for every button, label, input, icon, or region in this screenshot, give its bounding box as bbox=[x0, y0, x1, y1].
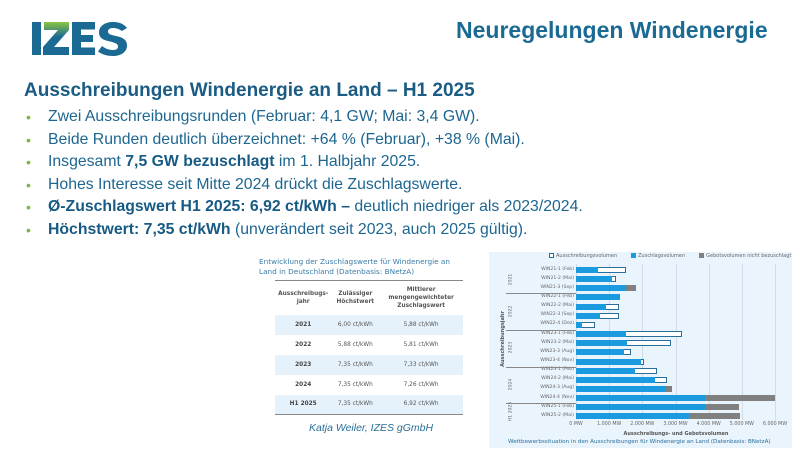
group-separator bbox=[506, 366, 576, 368]
category-label: WIN21-3 (Sep) bbox=[540, 284, 574, 290]
bar-zuschlag bbox=[576, 340, 628, 347]
table-row: 2023 7,35 ct/kWh 7,33 ct/kWh bbox=[275, 354, 463, 375]
category-label: WIN24-2 (Mai) bbox=[541, 376, 574, 382]
bullet-icon: • bbox=[26, 131, 31, 148]
group-label: 2022 bbox=[508, 305, 514, 318]
author-credit: Katja Weiler, IZES gGmbH bbox=[309, 422, 434, 434]
gridline bbox=[675, 264, 677, 420]
bullet-icon: • bbox=[26, 176, 31, 193]
x-tick-label: 6.000 MW bbox=[762, 422, 788, 427]
legend-item: Gebotsvolumen nicht bezuschlagt bbox=[699, 253, 791, 259]
category-label: WIN21-2 (Mai) bbox=[541, 275, 574, 281]
legend-swatch-zuschlag bbox=[631, 253, 637, 258]
category-label: WIN23-2 (Mai) bbox=[541, 339, 574, 345]
table-row: H1 2025 7,35 ct/kWh 6,92 ct/kWh bbox=[275, 394, 463, 415]
bar-zuschlag bbox=[576, 376, 655, 383]
x-tick-label: 3.000 MW bbox=[663, 422, 688, 427]
category-label: WIN22-3 (Sep) bbox=[540, 312, 574, 318]
x-tick-label: 1.000 MW bbox=[597, 422, 622, 427]
bar-zuschlag bbox=[576, 395, 706, 402]
column-header: Ausschreibugs-jahr bbox=[278, 290, 329, 305]
bullet-item: • Hohes Interesse seit Mitte 2024 drückt … bbox=[24, 174, 583, 197]
bar-zuschlag bbox=[576, 276, 613, 283]
bullet-icon: • bbox=[26, 221, 31, 238]
group-separator bbox=[506, 330, 576, 332]
group-label: 2024 bbox=[508, 378, 514, 391]
bar-zuschlag bbox=[576, 404, 706, 411]
bullet-icon: • bbox=[26, 199, 31, 215]
category-label: WIN24-4 (Nov) bbox=[540, 394, 574, 400]
bar-nicht-bezuschlagt bbox=[688, 413, 741, 420]
bar-nicht-bezuschlagt bbox=[705, 404, 739, 411]
legend-swatch-nicht-bezuschlagt bbox=[699, 253, 705, 258]
bullet-item: • Zwei Ausschreibungsrunden (Februar: 4,1… bbox=[24, 106, 583, 129]
bar-zuschlag bbox=[576, 303, 606, 310]
category-label: WIN21-1 (Feb) bbox=[541, 266, 574, 272]
gridline bbox=[775, 264, 776, 420]
category-label: WIN25-1 (Feb) bbox=[541, 403, 574, 409]
column-header: Zulässiger Höchstwert bbox=[336, 290, 375, 305]
bullet-list: • Zwei Ausschreibungsrunden (Februar: 4,1… bbox=[24, 106, 583, 241]
bar-zuschlag bbox=[576, 367, 636, 374]
izes-logo bbox=[32, 22, 127, 56]
bullet-item: • Ø-Zuschlagswert H1 2025: 6,92 ct/kWh – … bbox=[24, 196, 583, 219]
category-label: WIN22-4 (Dez) bbox=[540, 321, 574, 327]
legend-swatch-ausschreibung bbox=[549, 253, 554, 258]
x-tick-label: 5.000 MW bbox=[729, 422, 754, 427]
bullet-item: • Beide Runden deutlich überzeichnet: +64… bbox=[24, 129, 583, 152]
category-label: WIN24-3 (Aug) bbox=[540, 385, 574, 391]
bar-zuschlag bbox=[576, 385, 666, 392]
table-row: 2024 7,35 ct/kWh 7,26 ct/kWh bbox=[295, 381, 439, 388]
bar-nicht-bezuschlagt bbox=[625, 285, 636, 292]
bullet-item: • Höchstwert: 7,35 ct/kWh (unverändert se… bbox=[24, 219, 583, 242]
legend-item: Ausschreibungsvolumen bbox=[549, 253, 617, 259]
table-row: 2022 5,88 ct/kWh 5,81 ct/kWh bbox=[295, 341, 439, 348]
bar-zuschlag bbox=[576, 349, 625, 356]
group-label: 2023 bbox=[508, 342, 514, 354]
bullet-icon: • bbox=[26, 154, 31, 170]
x-tick-label: 0 MW bbox=[569, 422, 583, 427]
x-tick-label: 2.000 MW bbox=[630, 422, 655, 427]
gridline bbox=[741, 264, 743, 420]
chart-legend: Ausschreibungsvolumen Zuschlagsvolumen G… bbox=[549, 253, 791, 259]
bar-zuschlag bbox=[576, 285, 626, 292]
bar-nicht-bezuschlagt bbox=[665, 385, 673, 392]
category-label: WIN25-2 (Mai) bbox=[541, 412, 574, 418]
category-label: WIN23-4 (Nov) bbox=[540, 358, 574, 363]
table-caption: Entwicklung der Zuschlagswerte für Winde… bbox=[259, 257, 451, 276]
bar-zuschlag bbox=[576, 321, 583, 328]
category-label: WIN22-1 (Feb) bbox=[541, 293, 574, 299]
legend-item: Zuschlagsvolumen bbox=[631, 253, 685, 259]
category-label: WIN22-2 (Mai) bbox=[541, 303, 574, 309]
x-tick-label: 4.000 MW bbox=[696, 422, 721, 427]
chart-caption: Wettbewerbssituation in den Ausschreibun… bbox=[508, 439, 771, 445]
bar-zuschlag bbox=[576, 294, 621, 301]
group-separator bbox=[506, 403, 576, 405]
x-axis-title: Ausschreibungs- und Gebotsvolumen bbox=[623, 431, 729, 437]
column-header: Mittlerer mengengewichteter Zuschlagswer… bbox=[388, 286, 454, 309]
category-label: WIN24-1 (Feb) bbox=[541, 367, 574, 373]
zuschlagswerte-table: Ausschreibugs-jahr Zulässiger Höchstwert… bbox=[275, 280, 463, 415]
bar-zuschlag bbox=[576, 312, 601, 319]
category-label: WIN23-1 (Feb) bbox=[541, 330, 574, 336]
category-label: WIN23-3 (Aug) bbox=[540, 348, 574, 354]
gridline bbox=[708, 264, 710, 420]
group-separator bbox=[506, 293, 576, 295]
bar-zuschlag bbox=[576, 358, 642, 365]
group-label: H1 2025 bbox=[508, 402, 514, 422]
table-row: 2021 6,00 ct/kWh 5,88 ct/kWh bbox=[275, 314, 463, 335]
y-axis-title: Ausschreibungsjahr bbox=[499, 311, 506, 367]
bar-zuschlag bbox=[576, 413, 689, 420]
bar-nicht-bezuschlagt bbox=[705, 395, 775, 402]
bullet-item: • Insgesamt 7,5 GW bezuschlagt im 1. Halb… bbox=[24, 151, 583, 174]
bullet-icon: • bbox=[26, 109, 31, 125]
bar-zuschlag bbox=[576, 267, 599, 273]
bar-zuschlag bbox=[576, 331, 626, 338]
group-label: 2021 bbox=[508, 273, 514, 286]
slide-title: Neuregelungen Windenergie bbox=[456, 17, 768, 43]
section-title: Ausschreibungen Windenergie an Land – H1… bbox=[24, 80, 475, 101]
